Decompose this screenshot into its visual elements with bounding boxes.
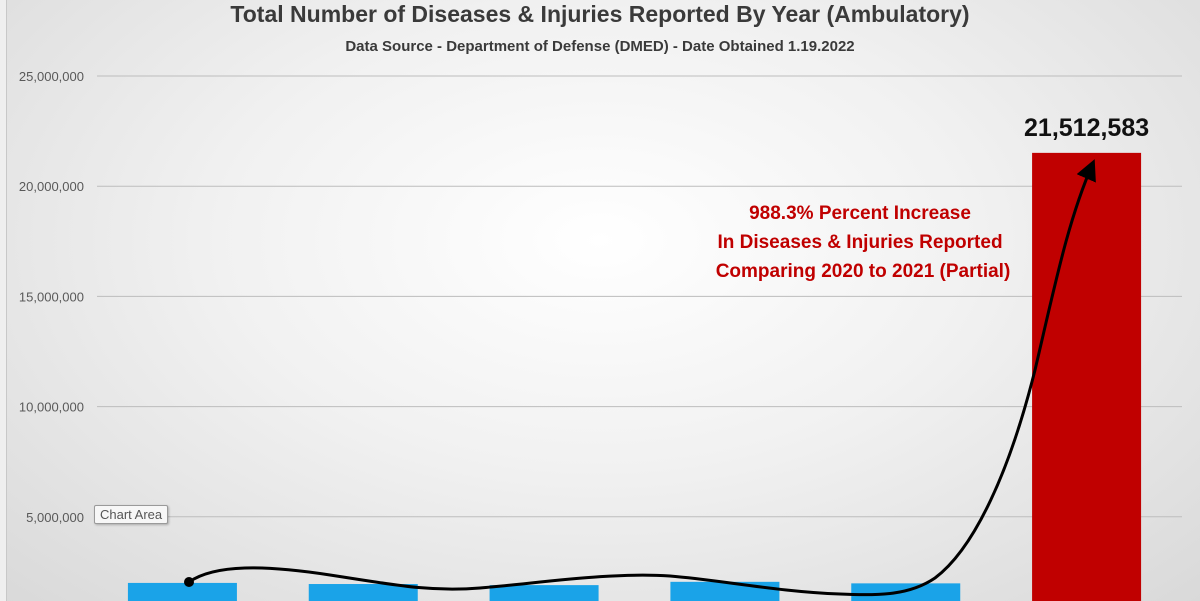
bar-data-label: 21,512,583 xyxy=(1024,114,1149,142)
bar-1[interactable] xyxy=(127,582,237,601)
left-ruler xyxy=(0,0,7,601)
trend-arrow xyxy=(184,159,1096,597)
grid-layer: 5,000,000 10,000,000 15,000,000 20,000,000 2… xyxy=(19,69,1182,525)
y-tick-label: 15,000,000 xyxy=(19,289,84,304)
bar-3[interactable] xyxy=(489,585,599,601)
y-tick-label: 25,000,000 xyxy=(19,69,84,84)
annotation-line-2: In Diseases & Injuries Reported xyxy=(717,232,1002,253)
annotation-line-3: Comparing 2020 to 2021 (Partial) xyxy=(716,261,1011,282)
chart-area-tooltip: Chart Area xyxy=(94,505,169,524)
chart-title: Total Number of Diseases & Injuries Repo… xyxy=(230,1,969,27)
y-tick-label: 20,000,000 xyxy=(19,179,84,194)
trend-arrow-path xyxy=(188,159,1096,597)
annotation-layer: 988.3% Percent Increase In Diseases & In… xyxy=(716,203,1011,282)
bar-layer: 21,512,583 xyxy=(127,114,1149,601)
chart-subtitle: Data Source - Department of Defense (DME… xyxy=(345,38,854,55)
y-tick-label: 10,000,000 xyxy=(19,400,84,415)
bar-4[interactable] xyxy=(670,581,780,601)
bar-6[interactable] xyxy=(1032,152,1142,601)
bar-2[interactable] xyxy=(308,584,418,601)
y-tick-label: 5,000,000 xyxy=(26,510,84,525)
annotation-line-1: 988.3% Percent Increase xyxy=(749,203,971,224)
